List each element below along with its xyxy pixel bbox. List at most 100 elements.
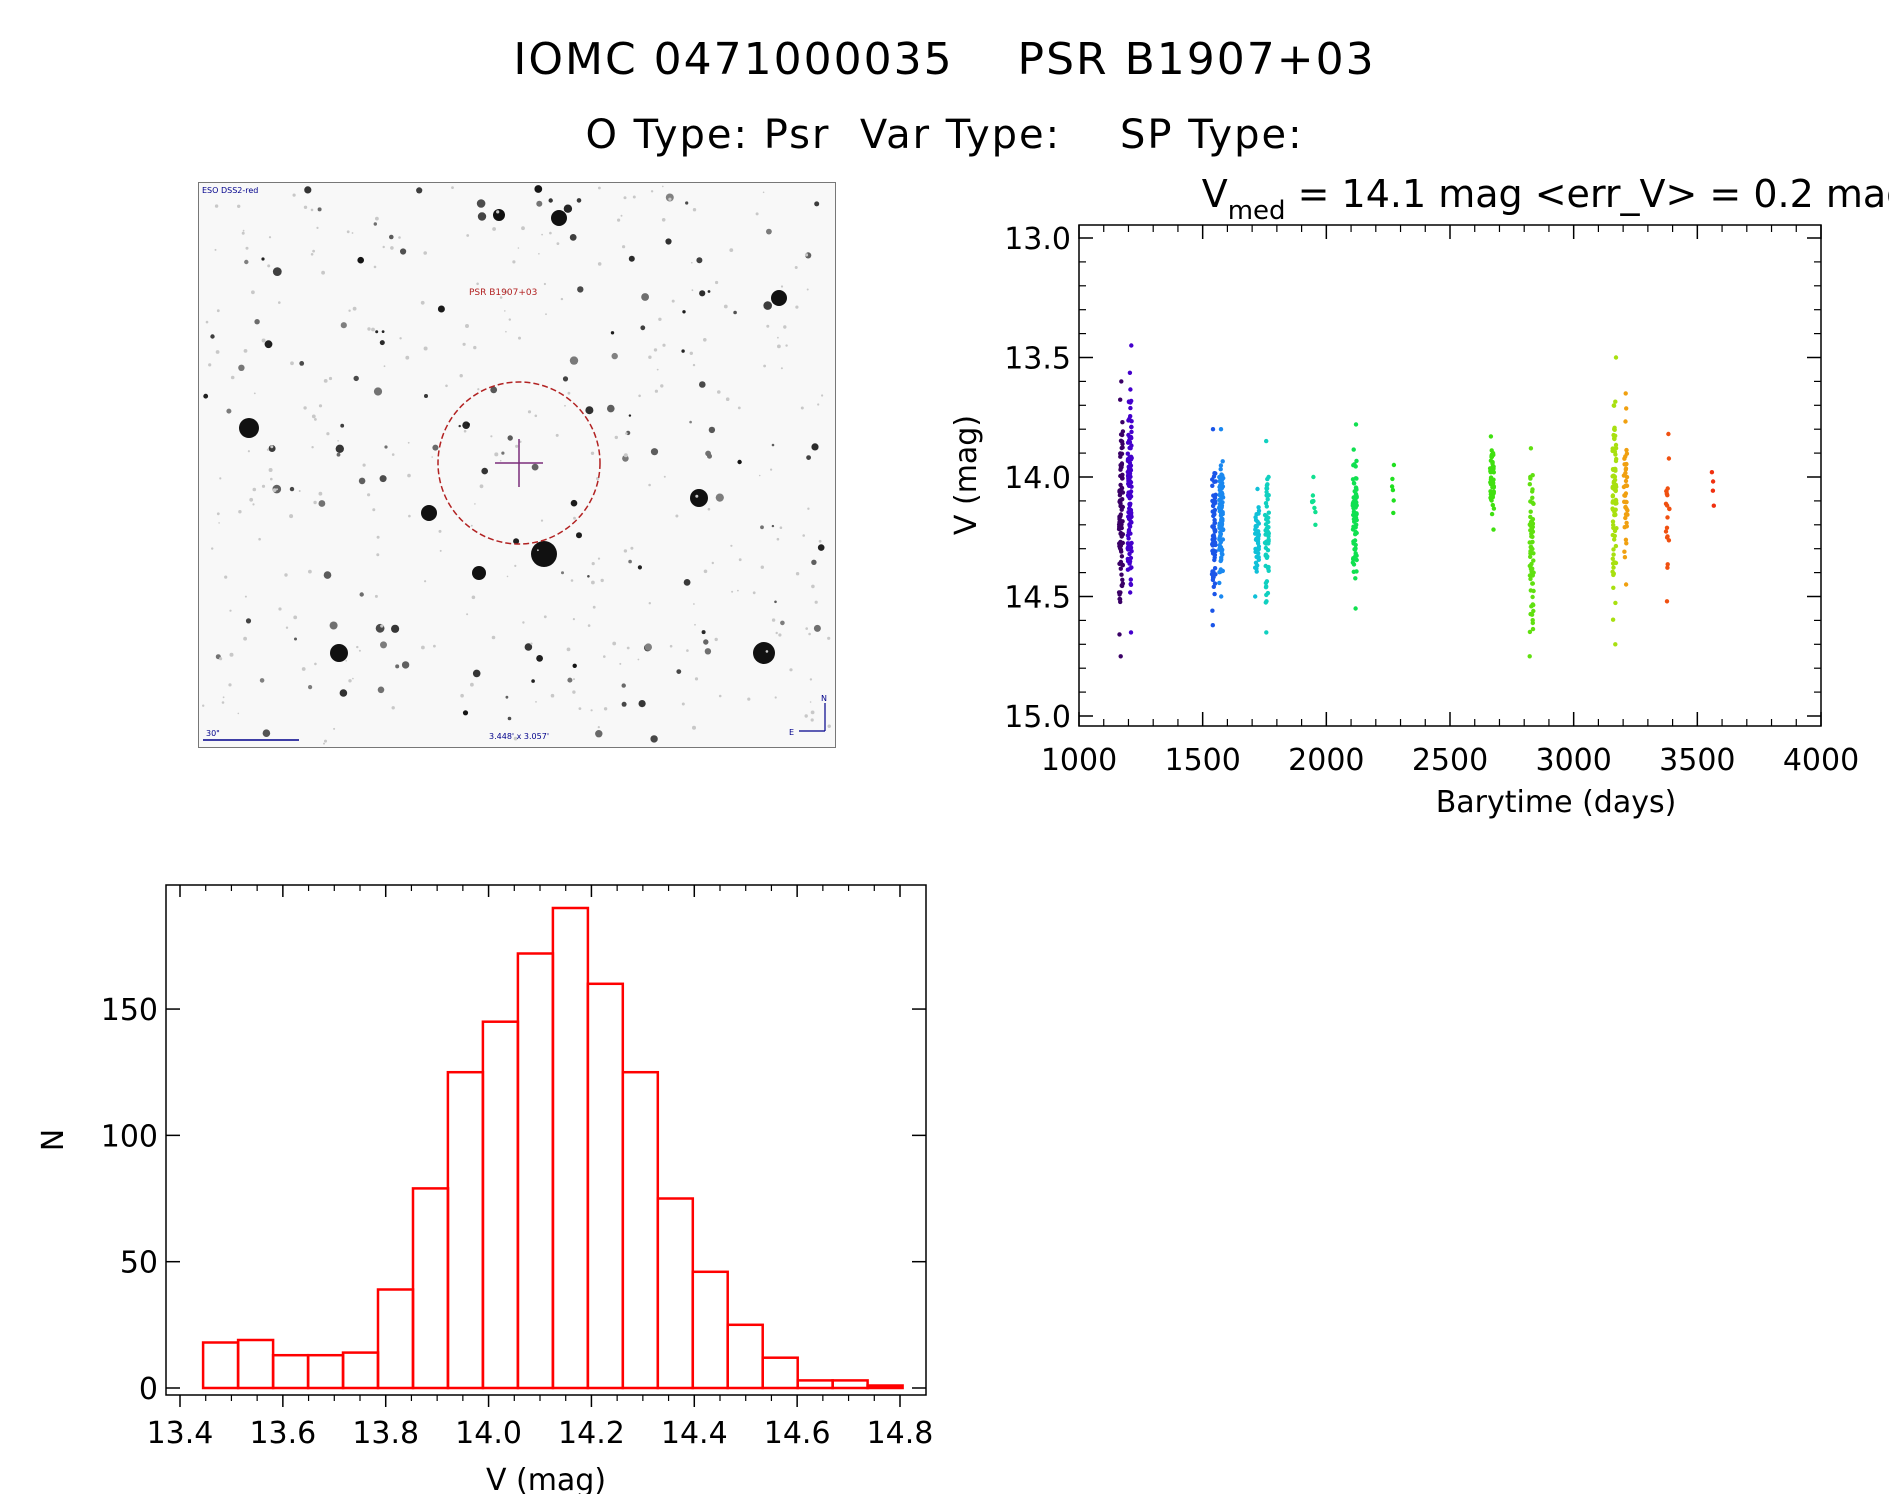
field-star <box>763 301 772 310</box>
light-curve-point <box>1664 525 1670 530</box>
light-curve-point <box>1116 526 1122 532</box>
light-curve-point <box>1213 572 1218 577</box>
light-curve-point <box>1611 403 1617 408</box>
faint-star <box>352 677 354 680</box>
light-curve-point <box>1125 533 1131 538</box>
faint-star <box>376 535 380 539</box>
faint-star <box>462 342 466 346</box>
faint-star <box>358 649 361 652</box>
light-curve-point <box>1351 516 1357 522</box>
field-star <box>569 234 577 241</box>
light-curve-point <box>1264 517 1269 522</box>
histogram-bar <box>866 1384 904 1390</box>
faint-star <box>600 578 604 583</box>
faint-star <box>224 575 228 579</box>
light-curve-point <box>1126 478 1131 484</box>
faint-star <box>208 363 212 367</box>
light-curve-point <box>1219 490 1224 495</box>
light-curve-point <box>1613 488 1618 494</box>
light-curve-point <box>1129 424 1134 430</box>
light-curve-point <box>1354 522 1359 527</box>
faint-star <box>718 694 722 698</box>
field-star <box>261 257 265 261</box>
faint-star <box>238 510 242 514</box>
light-curve-point <box>1254 554 1259 560</box>
light-curve-point <box>1530 525 1535 530</box>
light-curve-point <box>1256 505 1261 510</box>
faint-star <box>632 195 636 199</box>
field-star <box>650 448 659 456</box>
light-curve-point <box>1118 559 1124 565</box>
faint-star <box>492 227 496 231</box>
faint-star <box>311 414 316 419</box>
faint-star <box>654 389 658 393</box>
light-curve-point <box>1528 551 1533 556</box>
faint-star <box>540 519 544 522</box>
field-star <box>210 334 215 339</box>
light-curve-point <box>1120 577 1125 582</box>
light-curve-point <box>1611 552 1616 557</box>
light-curve-point <box>1118 487 1123 493</box>
field-star <box>272 267 282 276</box>
light-curve-point <box>1528 544 1534 550</box>
light-curve-point <box>1265 548 1271 553</box>
light-curve-point <box>1667 506 1672 512</box>
x-tick-label: 4000 <box>1783 743 1859 778</box>
faint-star <box>777 344 781 349</box>
faint-star <box>783 325 787 329</box>
faint-star <box>285 626 289 629</box>
faint-star <box>681 702 685 706</box>
light-curve-title: Vmed = 14.1 mag <err_V> = 0.2 mag <box>1202 172 1889 226</box>
field-star <box>262 729 271 737</box>
faint-star <box>550 693 555 698</box>
faint-star <box>650 190 654 193</box>
light-curve-point <box>1354 476 1359 481</box>
faint-star <box>612 641 617 646</box>
faint-star <box>431 456 433 458</box>
faint-star <box>241 231 245 235</box>
field-star <box>238 364 245 371</box>
field-star <box>424 394 428 398</box>
faint-star <box>777 336 779 339</box>
faint-star <box>301 667 306 671</box>
faint-star <box>289 514 294 519</box>
finder-chart-image: ESO DSS2-red PSR B1907+03 30" 3.448' x 3… <box>199 183 835 747</box>
faint-star <box>376 553 380 557</box>
light-curve-point <box>1255 519 1260 524</box>
light-curve-point <box>1390 476 1395 482</box>
field-star <box>381 330 385 333</box>
faint-star <box>774 696 777 699</box>
faint-star <box>691 289 694 292</box>
light-curve-point <box>1209 572 1215 577</box>
light-curve-point <box>1253 523 1259 529</box>
faint-star <box>316 226 319 229</box>
faint-star <box>218 522 220 524</box>
light-curve-point <box>1219 522 1224 527</box>
light-curve-point <box>1266 510 1272 515</box>
light-curve-point <box>1622 555 1628 560</box>
faint-star <box>637 658 640 661</box>
faint-star <box>211 547 214 550</box>
field-star <box>610 331 615 335</box>
faint-star <box>663 475 666 478</box>
field-star <box>811 443 819 451</box>
faint-star <box>808 632 811 636</box>
faint-star <box>817 403 820 406</box>
faint-star <box>717 390 721 394</box>
faint-star <box>463 429 467 433</box>
light-curve-point <box>1253 531 1258 536</box>
light-curve-point <box>1212 591 1217 597</box>
light-curve-point <box>1120 472 1125 477</box>
faint-star <box>333 727 336 730</box>
faint-star <box>800 406 804 410</box>
light-curve-point <box>1218 467 1223 472</box>
light-curve-point <box>1622 456 1627 461</box>
field-star <box>244 259 249 265</box>
histogram-bar <box>341 1351 380 1390</box>
light-curve-point <box>1264 489 1269 495</box>
light-curve-point <box>1311 474 1316 480</box>
faint-star <box>573 516 576 520</box>
light-curve-point <box>1613 399 1618 404</box>
faint-star <box>380 624 384 628</box>
faint-star <box>625 432 628 435</box>
